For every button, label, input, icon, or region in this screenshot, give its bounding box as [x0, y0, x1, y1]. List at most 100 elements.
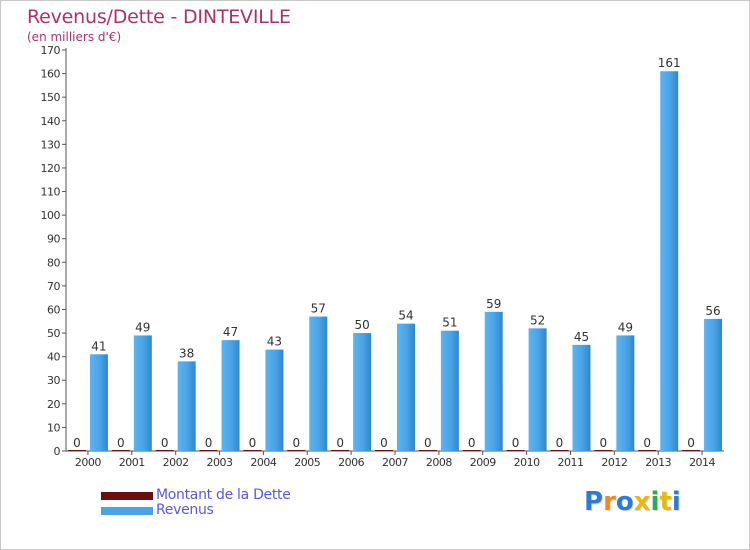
logo-letter: x [633, 487, 651, 517]
y-tick-label: 70 [47, 280, 60, 293]
chart-title: Revenus/Dette - DINTEVILLE [27, 6, 291, 28]
proxiti-logo: Proxiti [584, 487, 681, 517]
y-tick-label: 90 [47, 233, 60, 246]
bar-dette [331, 450, 350, 451]
logo-letter: i [650, 487, 660, 517]
bar-dette [67, 450, 86, 451]
y-tick-label: 50 [47, 327, 60, 340]
y-tick-label: 150 [41, 91, 61, 104]
data-label-dette: 0 [600, 436, 608, 450]
y-tick-label: 160 [41, 68, 61, 81]
logo-letter: P [584, 487, 604, 517]
bar-dette [155, 450, 174, 451]
bar-dette [638, 450, 657, 451]
x-tick-label: 2011 [557, 456, 583, 469]
y-tick-label: 40 [47, 351, 60, 364]
data-label-dette: 0 [249, 436, 257, 450]
y-tick-label: 140 [41, 115, 61, 128]
x-tick-label: 2014 [689, 456, 715, 469]
bar-dette [594, 450, 613, 451]
y-tick-label: 170 [41, 44, 61, 57]
x-tick-label: 2003 [207, 456, 233, 469]
bar-dette [243, 450, 262, 451]
legend-swatch-revenus [101, 507, 153, 515]
data-label-revenus: 52 [530, 313, 545, 327]
data-label-dette: 0 [336, 436, 344, 450]
y-tick-label: 20 [47, 398, 60, 411]
data-label-dette: 0 [556, 436, 564, 450]
bar-revenus [704, 318, 723, 451]
chart-subtitle: (en milliers d'€) [27, 30, 122, 44]
data-label-revenus: 161 [658, 56, 681, 70]
data-label-revenus: 38 [179, 346, 194, 360]
bar-revenus [353, 333, 372, 451]
bar-dette [550, 450, 569, 451]
y-tick-label: 100 [41, 209, 61, 222]
data-label-revenus: 45 [574, 330, 589, 344]
x-tick-label: 2012 [601, 456, 627, 469]
bar-dette [199, 450, 218, 451]
logo-letter: t [659, 487, 672, 517]
bar-revenus [616, 335, 635, 451]
bar-revenus [397, 323, 415, 451]
bar-revenus [660, 71, 679, 452]
bar-revenus [572, 344, 591, 451]
bar-dette [682, 450, 701, 451]
y-tick-label: 120 [41, 162, 61, 175]
logo-letter: r [603, 487, 616, 517]
data-label-dette: 0 [205, 436, 213, 450]
bar-revenus [309, 316, 328, 451]
y-tick-label: 80 [47, 256, 60, 269]
x-tick-label: 2001 [119, 456, 145, 469]
bar-dette [111, 450, 130, 451]
data-label-revenus: 50 [354, 318, 369, 332]
bar-dette [287, 450, 306, 451]
bar-revenus [177, 361, 196, 451]
legend-label-dette: Montant de la Dette [156, 487, 291, 503]
data-label-dette: 0 [643, 436, 651, 450]
bar-revenus [133, 335, 152, 451]
x-tick-label: 2004 [250, 456, 276, 469]
data-label-revenus: 49 [618, 320, 633, 334]
data-label-dette: 0 [424, 436, 432, 450]
bar-revenus [221, 340, 240, 451]
legend-label-revenus: Revenus [156, 502, 214, 518]
x-tick-label: 2005 [294, 456, 320, 469]
x-tick-label: 2000 [75, 456, 101, 469]
x-tick-label: 2008 [426, 456, 452, 469]
logo-letter: o [615, 487, 634, 517]
bar-revenus [265, 349, 284, 451]
data-label-dette: 0 [512, 436, 520, 450]
data-label-revenus: 59 [486, 297, 501, 311]
bar-revenus [484, 311, 503, 451]
data-label-dette: 0 [292, 436, 300, 450]
data-label-dette: 0 [468, 436, 476, 450]
logo-letter: i [671, 487, 681, 517]
data-label-dette: 0 [687, 436, 695, 450]
legend-swatch-dette [101, 492, 153, 500]
bar-dette [418, 450, 437, 451]
data-label-dette: 0 [161, 436, 169, 450]
bar-revenus [528, 328, 547, 451]
x-tick-label: 2010 [514, 456, 540, 469]
bar-dette [375, 450, 393, 451]
data-label-revenus: 47 [223, 325, 238, 339]
bar-dette [462, 450, 481, 451]
x-tick-label: 2002 [163, 456, 189, 469]
x-tick-label: 2007 [382, 456, 408, 469]
bar-revenus [89, 354, 108, 451]
data-label-dette: 0 [117, 436, 125, 450]
y-tick-label: 130 [41, 138, 61, 151]
data-label-revenus: 43 [267, 335, 282, 349]
y-tick-label: 10 [47, 421, 60, 434]
bar-revenus [440, 330, 459, 451]
data-label-revenus: 54 [398, 309, 413, 323]
y-tick-label: 30 [47, 374, 60, 387]
bar-dette [506, 450, 525, 451]
data-label-dette: 0 [73, 436, 81, 450]
data-label-dette: 0 [380, 436, 388, 450]
data-label-revenus: 51 [442, 316, 457, 330]
x-tick-label: 2006 [338, 456, 364, 469]
